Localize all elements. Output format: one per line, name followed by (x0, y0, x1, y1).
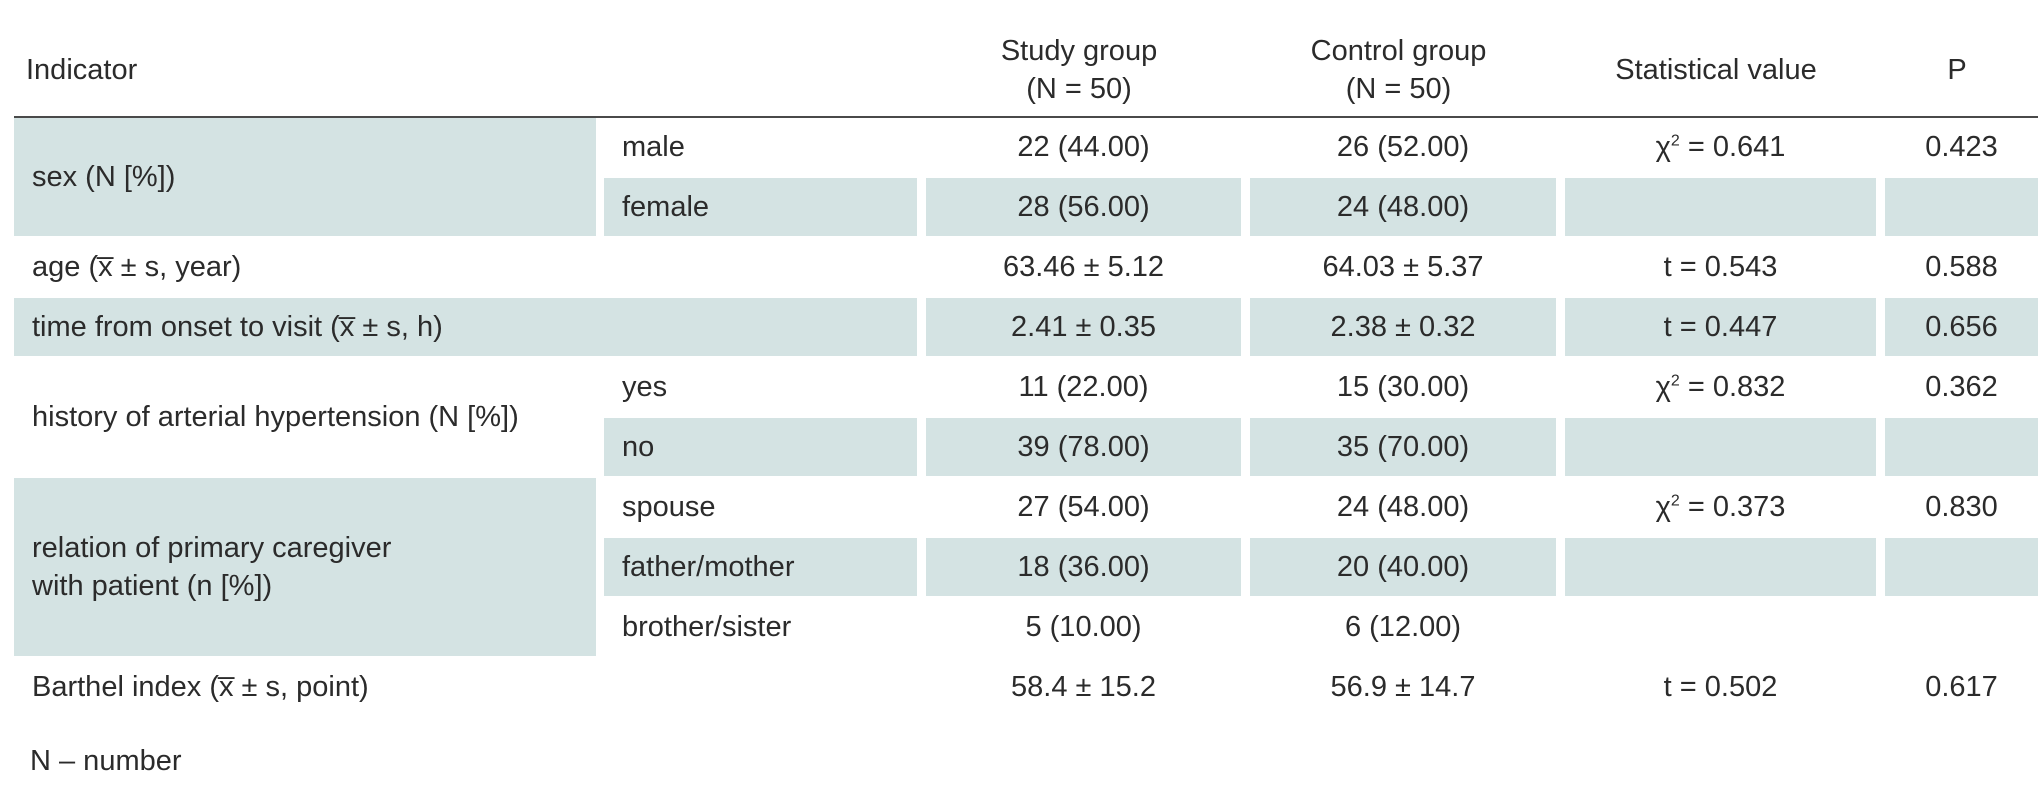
sublabel: spouse (596, 478, 918, 538)
study-value: 11 (22.00) (917, 358, 1242, 418)
study-value: 63.46 ± 5.12 (917, 238, 1242, 298)
p-value: 0.617 (1876, 658, 2038, 718)
statistical-value (1556, 538, 1877, 598)
study-value: 28 (56.00) (917, 178, 1242, 238)
control-value: 56.9 ± 14.7 (1241, 658, 1557, 718)
statistical-value: t = 0.502 (1556, 658, 1877, 718)
sublabel: brother/sister (596, 598, 918, 658)
p-value: 0.830 (1876, 478, 2038, 538)
table-row: no 39 (78.00) 35 (70.00) (14, 418, 2038, 478)
sublabel: yes (596, 358, 918, 418)
table-row: brother/sister 5 (10.00) 6 (12.00) (14, 598, 2038, 658)
control-value: 24 (48.00) (1241, 478, 1557, 538)
p-value: 0.588 (1876, 238, 2038, 298)
control-value: 24 (48.00) (1241, 178, 1557, 238)
p-value (1876, 598, 2038, 658)
control-value: 26 (52.00) (1241, 118, 1557, 178)
p-value: 0.656 (1876, 298, 2038, 358)
table-row: history of arterial hypertension (N [%])… (14, 358, 2038, 478)
header-study-group: Study group (N = 50) (917, 24, 1242, 118)
p-value: 0.362 (1876, 358, 2038, 418)
table-row: time from onset to visit (x̅ ± s, h) 2.4… (14, 298, 2038, 358)
study-value: 39 (78.00) (917, 418, 1242, 478)
study-value: 5 (10.00) (917, 598, 1242, 658)
header-p-value: P (1876, 24, 2038, 118)
study-value: 22 (44.00) (917, 118, 1242, 178)
table-row: female 28 (56.00) 24 (48.00) (14, 178, 2038, 238)
statistical-value: t = 0.447 (1556, 298, 1877, 358)
header-control-group: Control group (N = 50) (1241, 24, 1557, 118)
control-value: 35 (70.00) (1241, 418, 1557, 478)
header-indicator: Indicator (14, 24, 918, 118)
control-value: 64.03 ± 5.37 (1241, 238, 1557, 298)
row-label-barthel: Barthel index (x̅ ± s, point) (14, 658, 918, 718)
header-row: Indicator Study group (N = 50) Control gr… (14, 24, 2038, 118)
p-value (1876, 418, 2038, 478)
statistical-value: χ2 = 0.373 (1556, 478, 1877, 538)
p-value (1876, 538, 2038, 598)
statistical-value (1556, 598, 1877, 658)
row-label-onset: time from onset to visit (x̅ ± s, h) (14, 298, 918, 358)
statistical-value: χ2 = 0.832 (1556, 358, 1877, 418)
statistical-value: t = 0.543 (1556, 238, 1877, 298)
table-row: relation of primary caregiver with patien… (14, 478, 2038, 658)
row-label-hypertension: history of arterial hypertension (N [%]) (14, 358, 596, 478)
table-row: Barthel index (x̅ ± s, point) 58.4 ± 15.… (14, 658, 2038, 718)
control-value: 2.38 ± 0.32 (1241, 298, 1557, 358)
study-value: 2.41 ± 0.35 (917, 298, 1242, 358)
sublabel: father/mother (596, 538, 918, 598)
table-container: Indicator Study group (N = 50) Control gr… (14, 24, 2038, 718)
control-value: 6 (12.00) (1241, 598, 1557, 658)
statistical-value (1556, 418, 1877, 478)
study-value: 58.4 ± 15.2 (917, 658, 1242, 718)
study-value: 27 (54.00) (917, 478, 1242, 538)
study-value: 18 (36.00) (917, 538, 1242, 598)
demographics-table: Indicator Study group (N = 50) Control gr… (14, 24, 2038, 718)
footnote: N – number (30, 745, 182, 777)
control-value: 20 (40.00) (1241, 538, 1557, 598)
p-value (1876, 178, 2038, 238)
table-row: age (x̅ ± s, year) 63.46 ± 5.12 64.03 ± … (14, 238, 2038, 298)
p-value: 0.423 (1876, 118, 2038, 178)
table-row: sex (N [%]) male 22 (44.00) 26 (52.00) χ… (14, 118, 2038, 238)
row-label-sex: sex (N [%]) (14, 118, 596, 238)
header-statistical-value: Statistical value (1556, 24, 1877, 118)
sublabel: no (596, 418, 918, 478)
statistical-value: χ2 = 0.641 (1556, 118, 1877, 178)
row-label-caregiver: relation of primary caregiver with patien… (14, 478, 596, 658)
row-label-age: age (x̅ ± s, year) (14, 238, 918, 298)
statistical-value (1556, 178, 1877, 238)
sublabel: male (596, 118, 918, 178)
control-value: 15 (30.00) (1241, 358, 1557, 418)
sublabel: female (596, 178, 918, 238)
table-row: father/mother 18 (36.00) 20 (40.00) (14, 538, 2038, 598)
